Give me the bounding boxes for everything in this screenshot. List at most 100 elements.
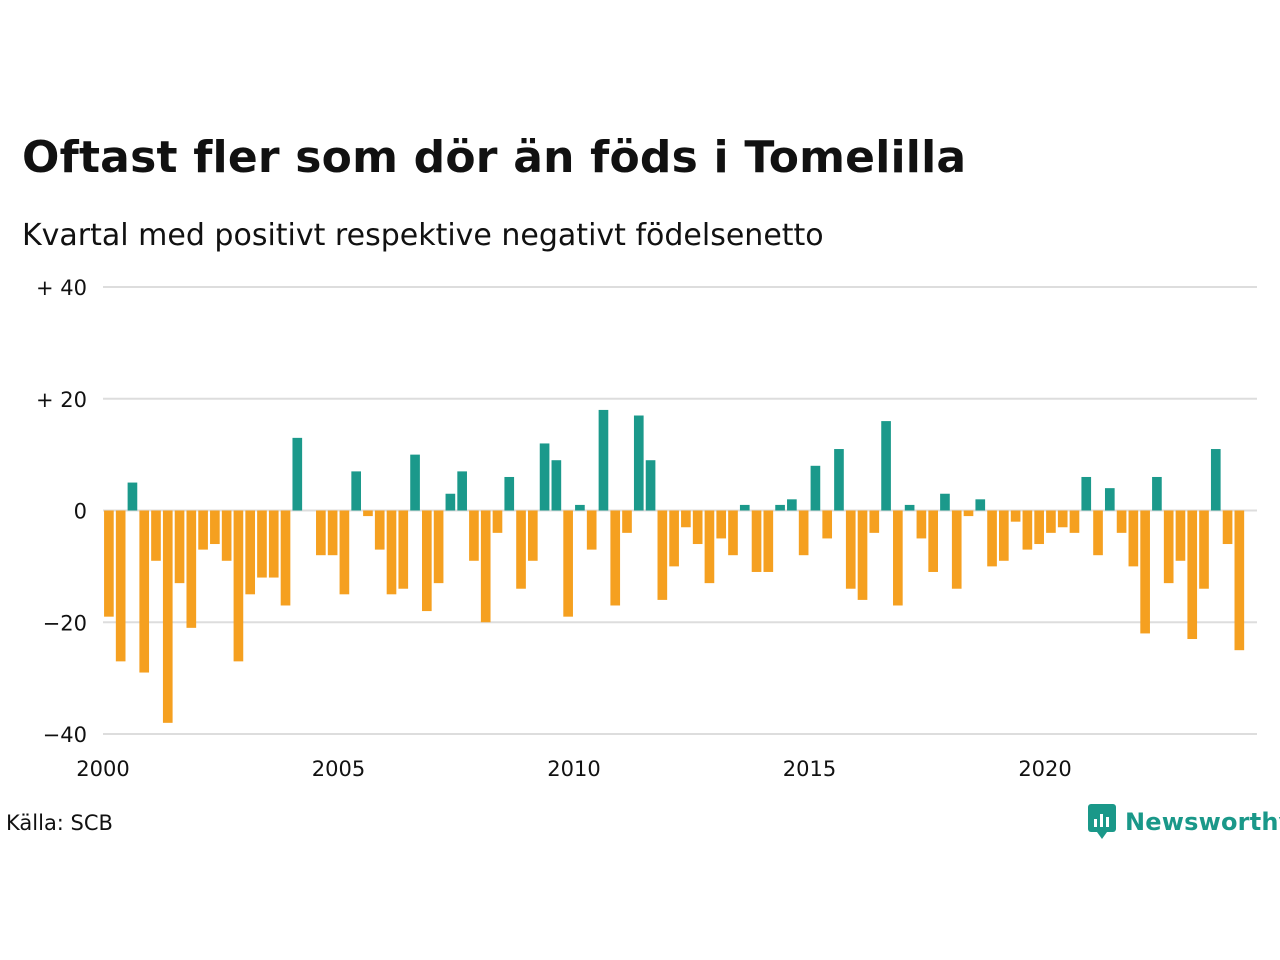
bar xyxy=(657,510,668,600)
bar xyxy=(1234,510,1245,651)
bar xyxy=(492,510,503,533)
x-tick-label: 2015 xyxy=(783,757,836,781)
bar xyxy=(1010,510,1021,522)
bar xyxy=(186,510,197,628)
bar xyxy=(280,510,291,606)
chart-title: Oftast fler som dör än föds i Tomelilla xyxy=(22,132,967,183)
bar xyxy=(857,510,868,600)
bar xyxy=(987,510,997,567)
bar xyxy=(834,449,844,511)
bar xyxy=(810,465,821,511)
bar xyxy=(351,471,362,511)
bar xyxy=(1034,510,1044,545)
bar xyxy=(1199,510,1209,589)
bar xyxy=(115,510,126,662)
bar xyxy=(598,409,609,511)
bar xyxy=(516,510,526,589)
bar xyxy=(104,510,114,617)
bar xyxy=(374,510,385,550)
brand-logo[interactable]: Newsworthy xyxy=(1088,804,1280,840)
bar xyxy=(162,510,173,723)
bar xyxy=(457,471,467,511)
bar xyxy=(1069,510,1080,533)
bar xyxy=(998,510,1009,561)
x-tick-label: 2005 xyxy=(312,757,365,781)
bar xyxy=(221,510,232,561)
bar xyxy=(669,510,679,567)
bar xyxy=(751,510,762,572)
bar xyxy=(904,504,915,511)
bar xyxy=(316,510,326,556)
bar xyxy=(692,510,703,545)
bar xyxy=(233,510,244,662)
bar xyxy=(174,510,185,584)
bar xyxy=(963,510,974,517)
bar xyxy=(1140,510,1150,634)
bar xyxy=(1187,510,1198,640)
bar xyxy=(245,510,256,595)
x-tick-label: 2000 xyxy=(76,757,129,781)
bar xyxy=(951,510,962,589)
bar xyxy=(151,510,161,561)
bar xyxy=(1046,510,1056,533)
bar xyxy=(622,510,632,533)
bar xyxy=(339,510,350,595)
bar xyxy=(975,499,986,511)
bar xyxy=(775,504,785,511)
bar xyxy=(1093,510,1103,556)
bar xyxy=(527,510,538,561)
y-tick-label: + 40 xyxy=(36,276,87,300)
bar xyxy=(421,510,432,612)
y-axis-ticks: + 40 + 20 0 −20 −40 xyxy=(36,276,87,747)
newsworthy-logo-icon xyxy=(1088,804,1116,839)
bar xyxy=(763,510,774,572)
bar xyxy=(739,504,750,511)
bar xyxy=(633,415,644,511)
bar xyxy=(469,510,479,561)
bar xyxy=(1057,510,1068,528)
bar xyxy=(363,510,373,517)
bar xyxy=(586,510,597,550)
bar xyxy=(1222,510,1233,545)
bar xyxy=(869,510,880,533)
bar xyxy=(386,510,397,595)
bar xyxy=(327,510,338,556)
bar xyxy=(480,510,491,623)
y-tick-label: + 20 xyxy=(36,388,87,412)
bar xyxy=(1022,510,1033,550)
bar xyxy=(1175,510,1186,561)
bar xyxy=(210,510,220,545)
bar xyxy=(728,510,738,556)
bar xyxy=(551,460,562,511)
bar xyxy=(704,510,715,584)
bar xyxy=(1104,488,1115,511)
bar xyxy=(716,510,727,539)
bar xyxy=(645,460,656,511)
bar xyxy=(822,510,833,539)
source-note: Källa: SCB xyxy=(6,811,113,835)
bar xyxy=(268,510,279,578)
bar xyxy=(504,476,515,511)
bar xyxy=(610,510,621,606)
bar xyxy=(563,510,573,617)
bar xyxy=(410,454,420,511)
bar xyxy=(928,510,939,572)
bar xyxy=(257,510,267,578)
bar xyxy=(198,510,208,550)
x-tick-label: 2010 xyxy=(547,757,600,781)
bar xyxy=(916,510,927,539)
bar xyxy=(292,437,303,511)
chart-subtitle: Kvartal med positivt respektive negativt… xyxy=(22,218,824,253)
bar xyxy=(1152,476,1162,511)
bar xyxy=(940,493,950,511)
bar xyxy=(893,510,903,606)
bar xyxy=(139,510,150,673)
bar xyxy=(1116,510,1127,533)
bar xyxy=(1163,510,1174,584)
bar xyxy=(787,499,797,511)
bar xyxy=(845,510,856,589)
bar xyxy=(398,510,409,589)
bar xyxy=(1128,510,1139,567)
bars xyxy=(104,409,1245,723)
